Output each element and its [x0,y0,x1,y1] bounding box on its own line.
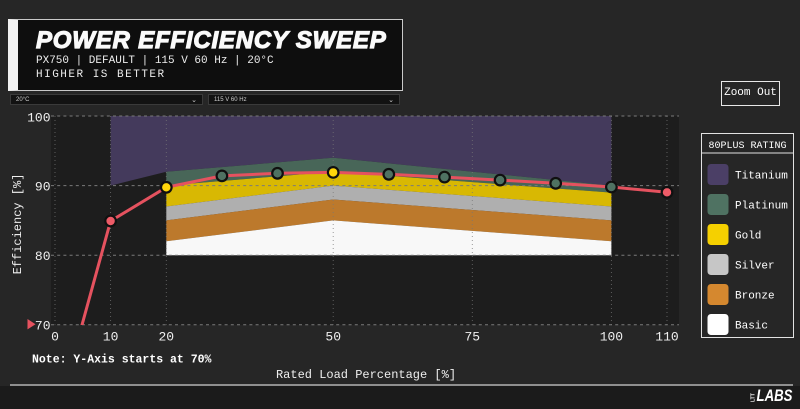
svg-text:75: 75 [464,330,480,345]
svg-text:LTT: LTT [751,393,757,402]
svg-text:Note: Y-Axis starts at 70%: Note: Y-Axis starts at 70% [32,354,212,367]
svg-text:Basic: Basic [735,321,768,333]
svg-text:Gold: Gold [735,231,761,243]
svg-text:0: 0 [51,330,59,345]
svg-text:Platinum: Platinum [735,201,788,213]
svg-text:90: 90 [35,180,51,195]
svg-text:Bronze: Bronze [735,291,775,303]
svg-text:80PLUS RATING: 80PLUS RATING [708,141,786,152]
svg-text:70: 70 [35,319,51,334]
svg-text:10: 10 [103,330,119,345]
svg-text:100: 100 [600,330,623,345]
svg-text:LABS: LABS [757,387,793,405]
svg-text:Silver: Silver [735,261,775,273]
svg-text:80: 80 [35,249,51,264]
svg-text:Efficiency [%]: Efficiency [%] [11,174,25,275]
svg-text:110: 110 [655,330,678,345]
svg-text:Rated Load Percentage [%]: Rated Load Percentage [%] [276,368,456,382]
svg-text:50: 50 [325,330,341,345]
svg-text:100: 100 [27,111,50,126]
svg-text:20: 20 [158,330,174,345]
svg-text:Titanium: Titanium [735,171,788,183]
